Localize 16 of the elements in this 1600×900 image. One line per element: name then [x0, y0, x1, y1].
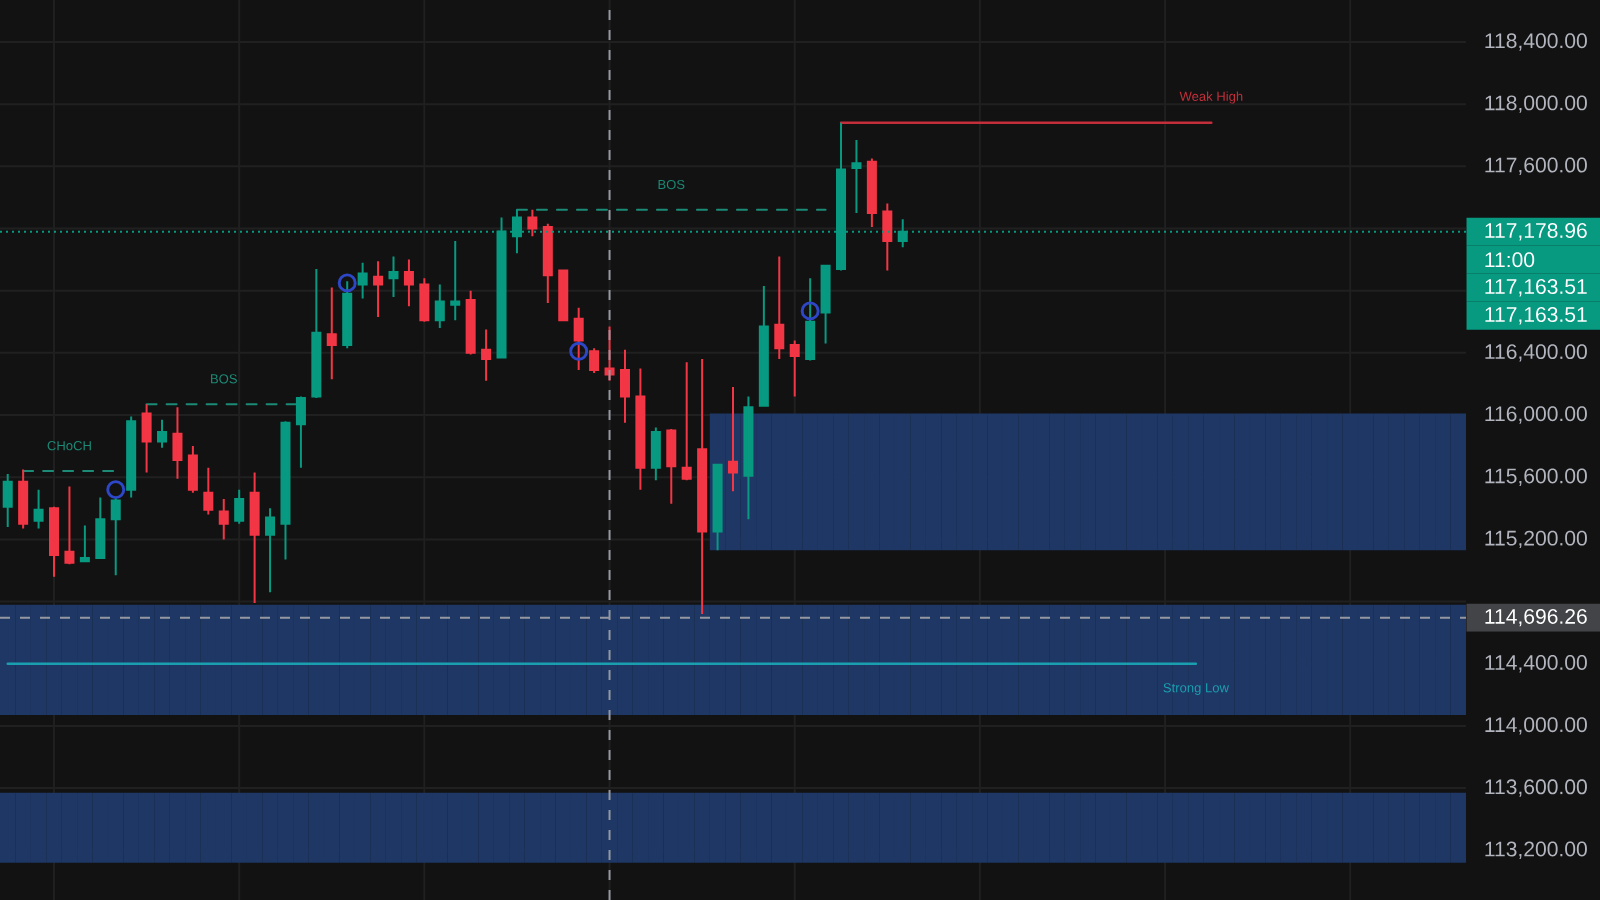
y-tick-label: 114,000.00 — [1485, 717, 1587, 735]
y-tick-label: 114,400.00 — [1485, 655, 1587, 673]
ref-line-label: 114,696.26 — [1485, 608, 1587, 627]
text: 117,163.51 — [1485, 307, 1587, 325]
y-tick-label: 116,400.00 — [1485, 344, 1587, 362]
y-tick-label: 113,200.00 — [1485, 841, 1587, 859]
y-tick-label: 118,000.00 — [1485, 95, 1587, 113]
y-tick-label: 113,600.00 — [1485, 779, 1587, 797]
y-tick-label: 118,400.00 — [1485, 33, 1587, 51]
text: 117,163.51 — [1485, 279, 1587, 297]
y-tick-label: 117,600.00 — [1485, 157, 1587, 175]
y-tick-label: 116,000.00 — [1485, 406, 1587, 424]
ref-line-label: 117,178.96 — [1485, 223, 1587, 241]
y-tick-label: 115,200.00 — [1485, 530, 1587, 549]
text: 11:00 — [1485, 252, 1535, 268]
y-tick-label: 115,600.00 — [1485, 468, 1587, 486]
